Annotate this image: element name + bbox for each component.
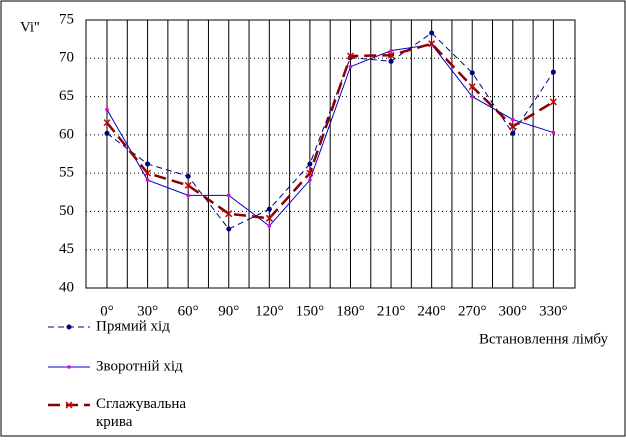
y-tick-label: 45 <box>59 241 74 257</box>
marker <box>184 181 192 189</box>
marker <box>66 324 72 330</box>
y-tick-label: 60 <box>59 126 74 142</box>
series-line <box>106 42 555 220</box>
marker <box>144 169 152 177</box>
x-tick-label: 300° <box>499 303 528 319</box>
series-line <box>106 43 554 227</box>
x-tick-label: 0° <box>100 303 114 319</box>
marker <box>65 401 73 409</box>
marker <box>105 107 109 112</box>
x-tick-label: 90° <box>218 303 239 319</box>
x-axis-label: Встановлення лімбу <box>479 331 609 347</box>
marker <box>346 52 355 60</box>
marker <box>510 130 516 136</box>
marker <box>185 173 191 179</box>
marker <box>186 193 190 198</box>
marker <box>67 365 71 369</box>
x-tick-label: 150° <box>296 303 325 319</box>
series <box>105 42 556 228</box>
marker <box>265 214 273 222</box>
marker <box>267 224 272 228</box>
x-tick-label: 270° <box>458 303 487 319</box>
y-tick-label: 75 <box>59 11 74 27</box>
marker <box>307 161 313 167</box>
marker <box>387 51 395 59</box>
y-tick-label: 55 <box>59 165 74 181</box>
marker <box>306 169 314 177</box>
marker <box>550 69 556 75</box>
legend-label: Сглажувальна крива <box>96 396 186 430</box>
series <box>103 40 557 222</box>
series-line <box>106 32 554 230</box>
marker <box>308 178 312 182</box>
marker <box>388 58 394 64</box>
marker <box>511 117 515 122</box>
x-tick-label: 240° <box>417 303 446 319</box>
x-tick-label: 210° <box>377 303 406 319</box>
x-tick-label: 60° <box>178 303 199 319</box>
marker <box>389 48 393 53</box>
marker <box>428 40 436 48</box>
marker <box>225 210 233 218</box>
x-tick-label: 30° <box>137 303 158 319</box>
marker <box>104 130 110 136</box>
y-axis-label: Vi'' <box>20 19 40 35</box>
y-tick-label: 70 <box>59 50 74 66</box>
marker <box>226 226 232 232</box>
y-tick-label: 65 <box>59 88 74 104</box>
x-tick-label: 120° <box>255 303 284 319</box>
plot-area <box>85 19 576 289</box>
marker <box>469 70 475 76</box>
marker <box>470 94 475 99</box>
x-tick-label: 180° <box>336 303 365 319</box>
y-tick-label: 40 <box>59 279 74 295</box>
legend-label: Прямий хід <box>96 318 170 334</box>
marker <box>266 206 272 212</box>
marker <box>348 64 353 69</box>
legend-label: Зворотній хід <box>96 358 183 374</box>
x-tick-label: 330° <box>539 303 568 319</box>
marker <box>103 119 111 127</box>
marker <box>429 30 435 36</box>
y-tick-label: 50 <box>59 203 74 219</box>
marker <box>468 83 476 91</box>
marker <box>509 122 517 130</box>
marker <box>145 161 151 167</box>
marker <box>226 193 231 198</box>
marker <box>551 130 556 135</box>
marker <box>145 178 150 182</box>
marker <box>549 98 557 106</box>
